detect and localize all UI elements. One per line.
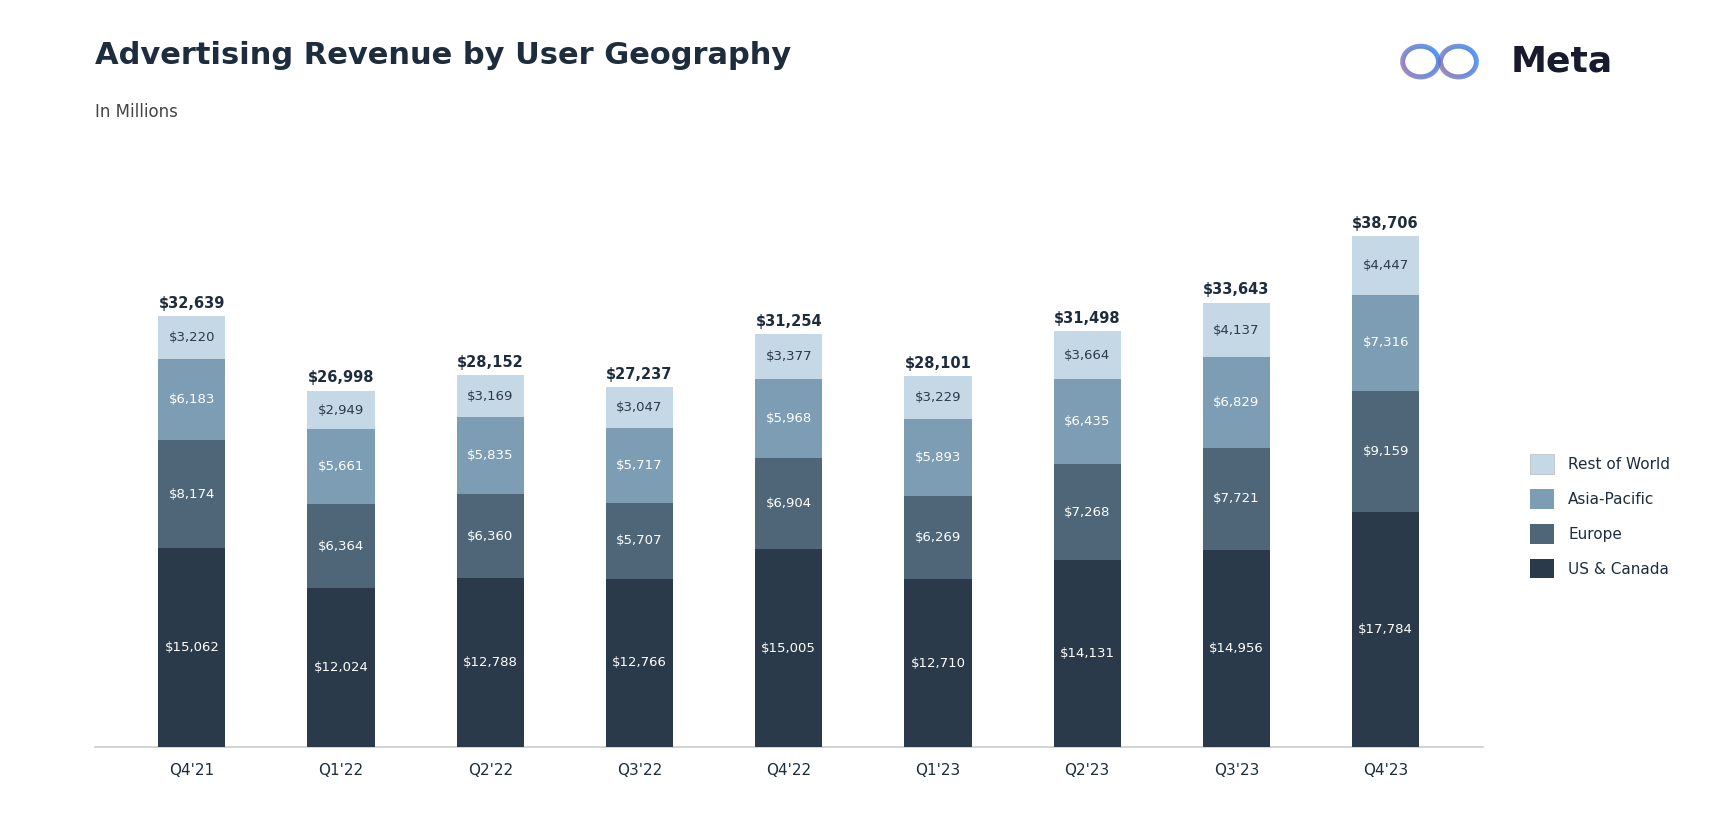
Bar bbox=[905, 580, 972, 747]
Bar bbox=[1203, 357, 1270, 447]
Text: $12,710: $12,710 bbox=[910, 657, 965, 670]
Text: $6,435: $6,435 bbox=[1063, 415, 1110, 429]
Bar bbox=[905, 419, 972, 497]
Bar bbox=[159, 316, 226, 359]
Text: $6,829: $6,829 bbox=[1213, 396, 1260, 409]
Text: $12,788: $12,788 bbox=[462, 656, 517, 669]
Bar bbox=[307, 391, 374, 429]
Bar bbox=[307, 589, 374, 747]
Bar bbox=[1351, 295, 1418, 392]
Bar bbox=[1203, 549, 1270, 747]
Text: $38,706: $38,706 bbox=[1351, 216, 1418, 231]
Bar bbox=[905, 497, 972, 580]
Text: $6,183: $6,183 bbox=[169, 393, 215, 406]
Bar bbox=[159, 440, 226, 548]
Bar bbox=[605, 388, 672, 428]
Bar bbox=[1053, 331, 1120, 379]
Text: $5,968: $5,968 bbox=[765, 412, 812, 424]
Bar bbox=[755, 458, 822, 549]
Bar bbox=[605, 579, 672, 747]
Text: $3,664: $3,664 bbox=[1063, 349, 1110, 362]
Bar bbox=[159, 359, 226, 440]
Text: $14,131: $14,131 bbox=[1060, 647, 1115, 660]
Bar bbox=[605, 428, 672, 503]
Text: $5,707: $5,707 bbox=[615, 534, 662, 548]
Text: $4,447: $4,447 bbox=[1361, 259, 1408, 272]
Text: $14,956: $14,956 bbox=[1208, 642, 1263, 655]
Text: $5,893: $5,893 bbox=[915, 451, 961, 464]
Text: Advertising Revenue by User Geography: Advertising Revenue by User Geography bbox=[95, 41, 791, 70]
Bar bbox=[755, 334, 822, 379]
Text: $15,062: $15,062 bbox=[164, 641, 219, 654]
Bar bbox=[1203, 447, 1270, 549]
Text: $32,639: $32,639 bbox=[159, 296, 226, 311]
Bar bbox=[1351, 512, 1418, 747]
Text: $27,237: $27,237 bbox=[606, 367, 672, 382]
Bar bbox=[755, 379, 822, 458]
Text: $26,998: $26,998 bbox=[308, 370, 374, 385]
Text: $7,316: $7,316 bbox=[1361, 337, 1408, 350]
Text: $17,784: $17,784 bbox=[1358, 623, 1413, 636]
Text: Meta: Meta bbox=[1509, 44, 1611, 79]
Text: $3,229: $3,229 bbox=[915, 391, 961, 404]
Text: $2,949: $2,949 bbox=[317, 403, 364, 416]
Bar bbox=[605, 503, 672, 579]
Bar bbox=[1351, 392, 1418, 512]
Text: $8,174: $8,174 bbox=[169, 488, 215, 501]
Text: $3,377: $3,377 bbox=[765, 350, 812, 363]
Text: $6,364: $6,364 bbox=[317, 539, 364, 553]
Text: $31,498: $31,498 bbox=[1053, 311, 1120, 326]
Text: $5,717: $5,717 bbox=[615, 459, 662, 472]
Text: $3,220: $3,220 bbox=[169, 331, 215, 344]
Bar bbox=[457, 578, 524, 747]
Text: $6,904: $6,904 bbox=[765, 497, 812, 510]
Text: $6,269: $6,269 bbox=[915, 531, 960, 544]
Text: $33,643: $33,643 bbox=[1203, 282, 1268, 297]
Bar bbox=[1053, 379, 1120, 465]
Bar bbox=[457, 494, 524, 578]
Bar bbox=[457, 417, 524, 494]
Text: In Millions: In Millions bbox=[95, 103, 177, 121]
Legend: Rest of World, Asia-Pacific, Europe, US & Canada: Rest of World, Asia-Pacific, Europe, US … bbox=[1523, 448, 1675, 585]
Text: $5,835: $5,835 bbox=[467, 449, 513, 462]
Bar bbox=[1053, 561, 1120, 747]
Bar bbox=[905, 376, 972, 419]
Bar bbox=[307, 504, 374, 589]
Text: $6,360: $6,360 bbox=[467, 530, 513, 543]
Bar bbox=[1203, 303, 1270, 357]
Text: $9,159: $9,159 bbox=[1361, 445, 1408, 458]
Bar bbox=[159, 548, 226, 747]
Bar bbox=[457, 375, 524, 417]
Text: $7,268: $7,268 bbox=[1063, 506, 1110, 519]
Text: $3,047: $3,047 bbox=[615, 401, 662, 414]
Text: $31,254: $31,254 bbox=[755, 314, 822, 329]
Text: $15,005: $15,005 bbox=[762, 641, 815, 654]
Text: $3,169: $3,169 bbox=[467, 390, 513, 403]
Bar bbox=[1351, 236, 1418, 295]
Text: $28,152: $28,152 bbox=[457, 355, 524, 370]
Text: $7,721: $7,721 bbox=[1213, 492, 1260, 505]
Text: $4,137: $4,137 bbox=[1213, 323, 1260, 337]
Bar bbox=[1053, 465, 1120, 561]
Bar bbox=[755, 549, 822, 747]
Text: $28,101: $28,101 bbox=[905, 355, 970, 371]
Text: $12,024: $12,024 bbox=[314, 661, 369, 674]
Text: $5,661: $5,661 bbox=[317, 461, 364, 474]
Bar bbox=[307, 429, 374, 504]
Text: $12,766: $12,766 bbox=[612, 656, 667, 669]
